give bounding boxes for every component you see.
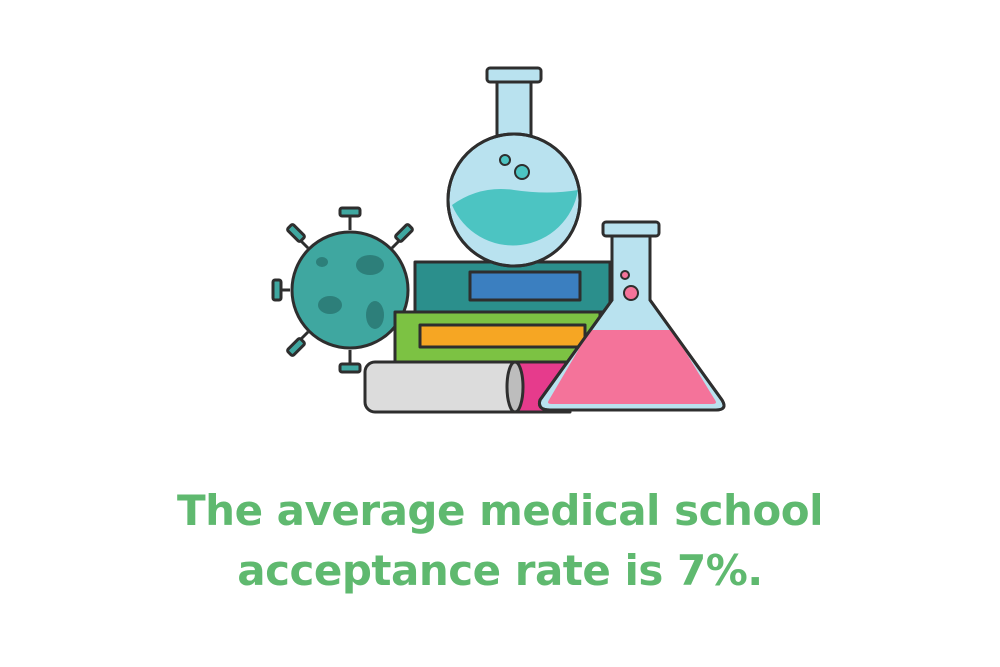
headline-line: acceptance rate is 7%. — [237, 546, 763, 595]
conical-flask — [538, 220, 726, 412]
illustration — [271, 66, 726, 414]
headline-line: The average medical school — [177, 486, 823, 535]
round-flask — [446, 66, 582, 268]
virus — [271, 206, 414, 374]
